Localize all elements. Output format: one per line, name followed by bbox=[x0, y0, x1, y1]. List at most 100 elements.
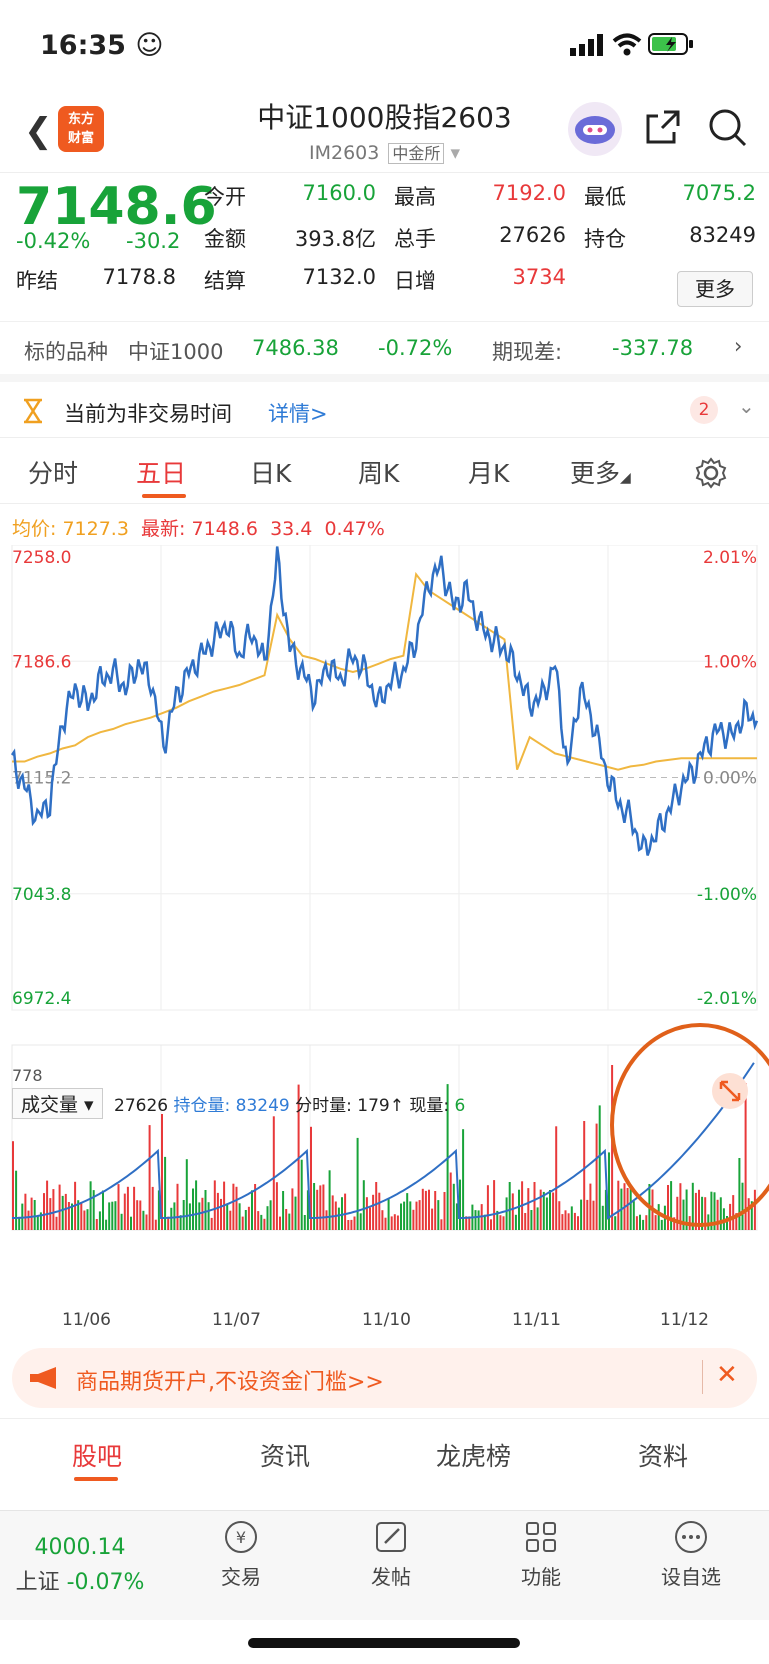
volume-bar bbox=[344, 1193, 347, 1230]
volume-bar bbox=[726, 1216, 728, 1230]
close-icon[interactable]: ✕ bbox=[716, 1360, 738, 1390]
volume-bar bbox=[564, 1210, 567, 1230]
chevron-down-icon[interactable]: ⌄ bbox=[738, 394, 755, 418]
tab-indicator bbox=[74, 1477, 118, 1481]
volume-bar bbox=[561, 1214, 564, 1230]
indicator-select[interactable]: 成交量 ▾ bbox=[12, 1088, 103, 1119]
volume-bar bbox=[673, 1217, 676, 1230]
tab-weekly-k[interactable]: 周K bbox=[358, 459, 400, 488]
volume-bar bbox=[12, 1141, 14, 1230]
index-ticker[interactable]: 4000.14 上证 -0.07% bbox=[0, 1535, 160, 1596]
volume-bar bbox=[108, 1202, 111, 1230]
volume-bar bbox=[586, 1199, 589, 1230]
tab-intraday[interactable]: 分时 bbox=[28, 459, 79, 488]
volume-bar bbox=[303, 1215, 306, 1230]
functions-button[interactable]: 功能 bbox=[486, 1519, 596, 1590]
volume-bar bbox=[285, 1209, 288, 1230]
volume-bar bbox=[403, 1201, 406, 1230]
underlying-row[interactable]: 标的品种 中证1000 7486.38 -0.72% 期现差: -337.78 … bbox=[0, 321, 769, 373]
volume-bar bbox=[604, 1189, 607, 1230]
volume-bar bbox=[145, 1214, 148, 1230]
share-icon[interactable] bbox=[644, 108, 682, 146]
volume-bar bbox=[434, 1191, 437, 1230]
volume-bar bbox=[716, 1199, 719, 1230]
volume-bar bbox=[710, 1191, 713, 1230]
volume-bar bbox=[235, 1186, 238, 1230]
x-tick: 11/12 bbox=[660, 1310, 709, 1330]
volume-bar bbox=[524, 1213, 527, 1230]
volume-bar bbox=[192, 1188, 194, 1230]
volume-bar bbox=[545, 1197, 548, 1230]
volume-bar bbox=[185, 1159, 188, 1230]
volume-bar bbox=[505, 1197, 508, 1230]
volume-bar bbox=[589, 1183, 592, 1230]
trade-button[interactable]: ¥ 交易 bbox=[186, 1519, 296, 1590]
back-icon[interactable]: ❮ bbox=[24, 111, 53, 151]
tab-profile[interactable]: 资料 bbox=[638, 1442, 689, 1471]
volume-bar bbox=[64, 1193, 67, 1230]
y-tick-left: 6972.4 bbox=[12, 989, 71, 1009]
megaphone-icon bbox=[30, 1367, 56, 1389]
more-button[interactable]: 更多 bbox=[677, 271, 753, 307]
volume-bar bbox=[136, 1200, 139, 1230]
tab-daily-k[interactable]: 日K bbox=[250, 459, 292, 488]
volume-bar bbox=[300, 1159, 303, 1230]
trading-notice[interactable]: 当前为非交易时间 详情> 2 ⌄ bbox=[0, 374, 769, 438]
volume-bar bbox=[704, 1197, 707, 1230]
volume-bar bbox=[685, 1189, 688, 1230]
volume-bar bbox=[77, 1200, 80, 1230]
tab-five-day[interactable]: 五日 bbox=[136, 459, 187, 488]
high-value: 7192.0 bbox=[492, 181, 566, 205]
volume-bar bbox=[126, 1186, 129, 1230]
contract-code[interactable]: IM2603 中金所 ▾ bbox=[308, 142, 460, 164]
volume-bar bbox=[260, 1214, 263, 1230]
tab-news[interactable]: 资讯 bbox=[260, 1442, 311, 1471]
volume-bar bbox=[670, 1181, 673, 1230]
post-button[interactable]: 发帖 bbox=[336, 1519, 446, 1590]
focus-icon: ☺ bbox=[135, 30, 164, 61]
search-icon[interactable] bbox=[708, 108, 748, 148]
volume-bar bbox=[747, 1198, 750, 1230]
open-label: 今开 bbox=[204, 185, 246, 209]
volume-bar bbox=[418, 1200, 421, 1230]
volume-bar bbox=[595, 1123, 598, 1230]
tab-dragon-tiger[interactable]: 龙虎榜 bbox=[436, 1442, 512, 1471]
volume-bar bbox=[536, 1207, 539, 1230]
five-day-price-chart[interactable]: 7258.0 7186.6 7115.2 7043.8 6972.4 2.01% 1.00… bbox=[0, 545, 769, 1310]
volume-bar bbox=[198, 1202, 201, 1230]
tab-more[interactable]: 更多◢ bbox=[570, 459, 631, 488]
app-logo: 东方 财富 bbox=[58, 106, 104, 152]
volume-bar bbox=[496, 1210, 499, 1230]
quote-panel: 7148.6 -0.42% -30.2 昨结 7178.8 今开 7160.0 … bbox=[0, 172, 769, 372]
tab-monthly-k[interactable]: 月K bbox=[468, 459, 510, 488]
add-watchlist-button[interactable]: 设自选 bbox=[636, 1519, 746, 1590]
expand-icon[interactable] bbox=[712, 1073, 748, 1109]
volume-bar bbox=[331, 1195, 334, 1230]
settle-label: 结算 bbox=[204, 269, 246, 293]
details-link[interactable]: 详情> bbox=[268, 402, 328, 426]
prev-label: 昨结 bbox=[16, 269, 58, 293]
volume-bar bbox=[707, 1214, 710, 1230]
volume-bar bbox=[27, 1210, 30, 1230]
tab-forum[interactable]: 股吧 bbox=[72, 1442, 123, 1471]
underlying-label: 标的品种 bbox=[24, 340, 108, 364]
volume-bar bbox=[291, 1188, 294, 1230]
volume-bar bbox=[58, 1184, 61, 1230]
volume-bar bbox=[654, 1215, 657, 1230]
volume-bar bbox=[120, 1213, 123, 1230]
volume-bar bbox=[676, 1196, 679, 1230]
change-pct: -0.42% bbox=[16, 229, 91, 253]
promo-banner[interactable]: 商品期货开户,不设资金门槛>> ✕ bbox=[12, 1348, 757, 1408]
settings-gear-icon[interactable] bbox=[694, 456, 728, 490]
volume-bar bbox=[86, 1209, 89, 1230]
volume-bar bbox=[614, 1216, 617, 1230]
highlight-circle bbox=[610, 1023, 769, 1227]
volume-bar bbox=[350, 1219, 353, 1230]
assistant-avatar-icon[interactable] bbox=[568, 102, 622, 156]
last-price: 7148.6 bbox=[16, 177, 217, 237]
volume-bar bbox=[263, 1218, 266, 1230]
volume-bar bbox=[567, 1213, 570, 1230]
volume-bar bbox=[282, 1191, 285, 1230]
volume-bar bbox=[24, 1193, 27, 1230]
low-value: 7075.2 bbox=[682, 181, 756, 205]
